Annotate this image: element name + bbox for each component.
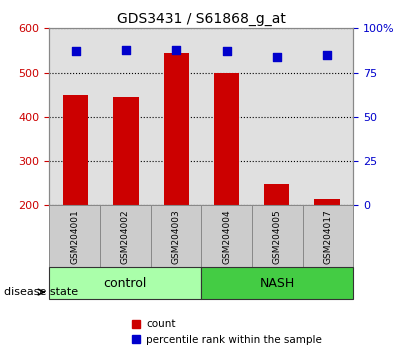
Text: GSM204017: GSM204017: [323, 209, 332, 264]
Text: NASH: NASH: [260, 277, 295, 290]
Point: [173, 47, 180, 52]
Text: GSM204004: GSM204004: [222, 209, 231, 264]
Text: control: control: [104, 277, 147, 290]
Bar: [314, 199, 339, 205]
FancyBboxPatch shape: [49, 267, 201, 299]
FancyBboxPatch shape: [151, 205, 201, 267]
Point: [324, 52, 330, 58]
Bar: [164, 53, 189, 205]
FancyBboxPatch shape: [303, 205, 353, 267]
FancyBboxPatch shape: [100, 205, 151, 267]
FancyBboxPatch shape: [201, 205, 252, 267]
Text: GSM204001: GSM204001: [70, 209, 79, 264]
FancyBboxPatch shape: [201, 267, 353, 299]
Point: [123, 47, 129, 52]
Bar: [113, 97, 139, 205]
Text: GSM204002: GSM204002: [121, 209, 130, 264]
Point: [223, 48, 230, 54]
Text: GSM204003: GSM204003: [171, 209, 180, 264]
Point: [273, 54, 280, 59]
FancyBboxPatch shape: [49, 205, 100, 267]
Point: [72, 48, 79, 54]
Bar: [214, 73, 239, 205]
Title: GDS3431 / S61868_g_at: GDS3431 / S61868_g_at: [117, 12, 286, 26]
Bar: [63, 95, 88, 205]
FancyBboxPatch shape: [252, 205, 303, 267]
Legend: count, percentile rank within the sample: count, percentile rank within the sample: [126, 315, 326, 349]
Bar: [264, 184, 289, 205]
Text: disease state: disease state: [4, 287, 78, 297]
Text: GSM204005: GSM204005: [273, 209, 282, 264]
